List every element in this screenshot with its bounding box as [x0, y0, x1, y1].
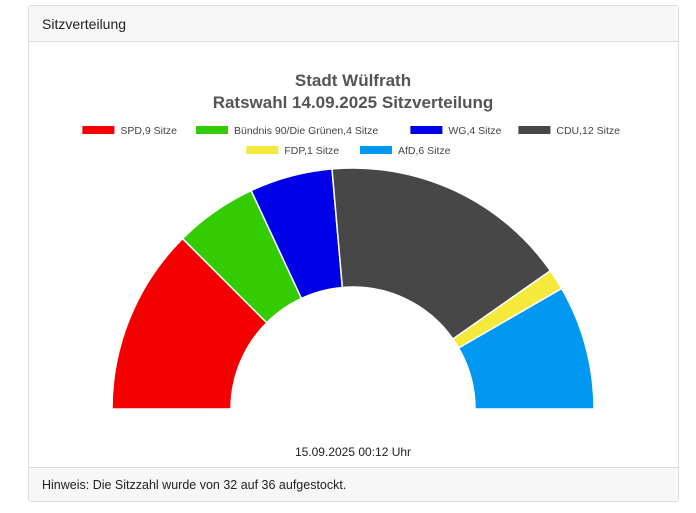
legend-swatch: [410, 126, 443, 134]
legend-label: CDU,12 Sitze: [556, 125, 620, 137]
seat-distribution-card: Sitzverteilung Stadt Wülfrath Ratswahl 1…: [28, 5, 679, 502]
slice-cdu[interactable]: [331, 167, 552, 341]
legend-item-afd[interactable]: AfD,6 Sitze: [360, 145, 451, 157]
legend-swatch: [246, 146, 279, 154]
legend-item-fdp[interactable]: FDP,1 Sitze: [246, 145, 339, 157]
chart-title: Stadt Wülfrath: [295, 71, 411, 90]
legend-label: SPD,9 Sitze: [120, 125, 177, 137]
legend-label: Bündnis 90/Die Grünen,4 Sitze: [234, 125, 378, 137]
legend-item-spd[interactable]: SPD,9 Sitze: [82, 125, 177, 137]
footer-note: Hinweis: Die Sitzzahl wurde von 32 auf 3…: [42, 477, 347, 492]
card-title: Sitzverteilung: [42, 15, 127, 32]
chart-legend: SPD,9 Sitze Bündnis 90/Die Grünen,4 Sitze…: [82, 125, 620, 157]
legend-swatch: [82, 126, 115, 134]
chart-subtitle: Ratswahl 14.09.2025 Sitzverteilung: [213, 93, 494, 112]
legend-item-wg[interactable]: WG,4 Sitze: [410, 125, 502, 137]
legend-swatch: [196, 126, 228, 134]
legend-label: WG,4 Sitze: [448, 125, 501, 137]
slice-afd[interactable]: [457, 287, 595, 410]
legend-swatch: [518, 126, 551, 134]
legend-item-cdu[interactable]: CDU,12 Sitze: [518, 125, 620, 137]
legend-label: FDP,1 Sitze: [284, 145, 339, 157]
chart-timestamp: 15.09.2025 00:12 Uhr: [295, 445, 411, 459]
legend-item-b-ndnis-90-die-gr-nen[interactable]: Bündnis 90/Die Grünen,4 Sitze: [196, 125, 378, 137]
legend-label: AfD,6 Sitze: [398, 145, 451, 157]
card-header: Sitzverteilung: [29, 6, 678, 42]
chart-slices: [111, 167, 595, 410]
seat-chart: Stadt Wülfrath Ratswahl 14.09.2025 Sitzv…: [82, 71, 620, 459]
card-footer: Hinweis: Die Sitzzahl wurde von 32 auf 3…: [29, 467, 678, 501]
legend-swatch: [360, 146, 392, 154]
